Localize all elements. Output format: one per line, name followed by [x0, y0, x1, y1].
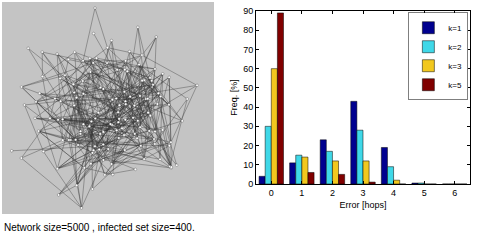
svg-text:k=5: k=5 — [448, 81, 462, 90]
svg-text:Error [hops]: Error [hops] — [339, 200, 386, 210]
svg-text:2: 2 — [330, 188, 335, 198]
svg-text:50: 50 — [243, 83, 253, 93]
svg-text:Freq. [%]: Freq. [%] — [229, 79, 239, 116]
svg-text:5: 5 — [422, 188, 427, 198]
svg-text:60: 60 — [243, 64, 253, 74]
svg-text:90: 90 — [243, 6, 253, 16]
svg-text:0: 0 — [248, 179, 253, 189]
svg-text:40: 40 — [243, 102, 253, 112]
svg-text:3: 3 — [360, 188, 365, 198]
svg-text:80: 80 — [243, 25, 253, 35]
svg-text:1: 1 — [299, 188, 304, 198]
svg-text:30: 30 — [243, 121, 253, 131]
svg-text:20: 20 — [243, 141, 253, 151]
svg-text:k=2: k=2 — [448, 43, 462, 52]
html-text:Network size=5000 , infected s: Network size=5000 , infected set size=40… — [4, 222, 195, 233]
svg-text:k=1: k=1 — [448, 24, 462, 33]
svg-text:k=3: k=3 — [448, 62, 462, 71]
svg-text:0: 0 — [269, 188, 274, 198]
svg-text:6: 6 — [452, 188, 457, 198]
svg-text:10: 10 — [243, 160, 253, 170]
svg-text:70: 70 — [243, 45, 253, 55]
svg-text:4: 4 — [391, 188, 396, 198]
